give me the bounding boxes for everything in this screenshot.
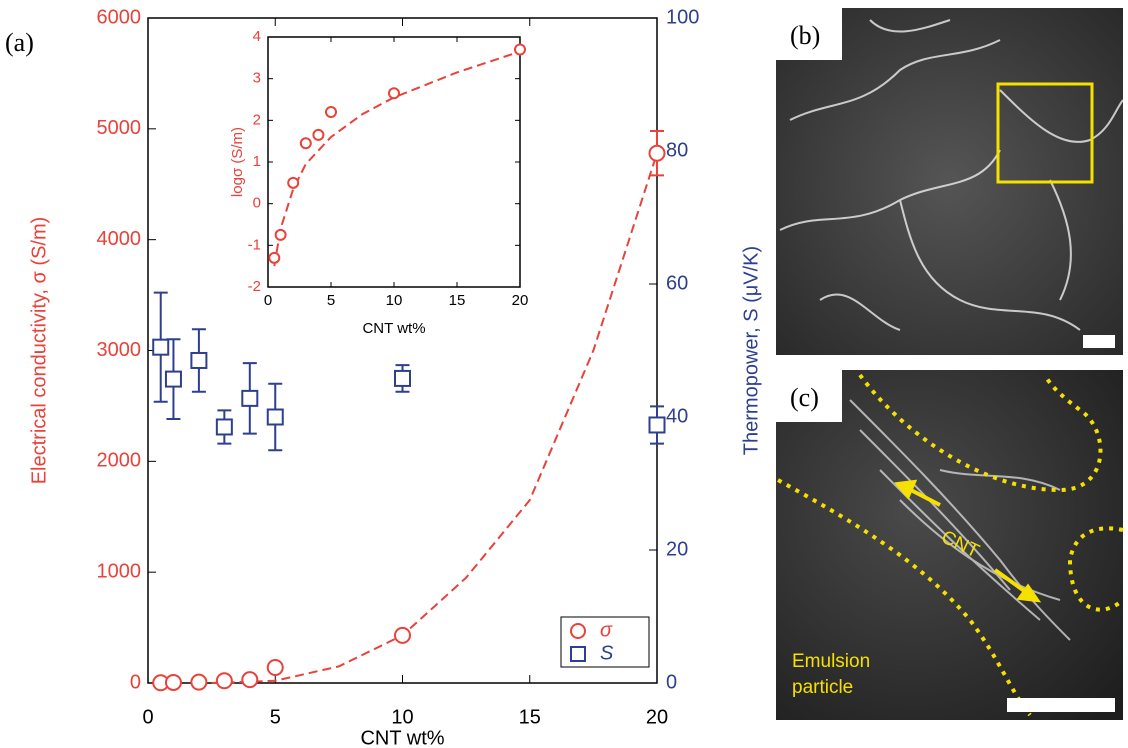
marker — [266, 658, 284, 676]
y2-tick-label: 40 — [666, 405, 688, 427]
x-tick-label: 5 — [327, 292, 335, 309]
x-tick-label: 0 — [264, 292, 272, 309]
plot-frame — [267, 36, 521, 288]
marker — [266, 408, 284, 426]
panel-label: (b) — [790, 21, 820, 50]
x-tick-label: 10 — [386, 292, 403, 309]
marker — [394, 369, 411, 387]
y-tick-label: 0 — [130, 671, 141, 693]
marker — [190, 673, 208, 691]
marker — [190, 351, 208, 369]
legend-label: σ — [600, 619, 613, 641]
marker — [325, 106, 337, 118]
y-tick-label: 4000 — [97, 228, 142, 250]
marker — [215, 672, 233, 690]
y2-axis-label: Thermopower, S (μV/K) — [740, 246, 762, 455]
legend-marker — [570, 623, 586, 639]
fit-curve — [211, 152, 658, 684]
panel-label: (c) — [790, 383, 819, 412]
x-tick-label: 15 — [519, 706, 541, 728]
marker — [241, 671, 259, 689]
marker — [274, 228, 287, 241]
x-tick-label: 20 — [512, 292, 529, 309]
panel-label: (a) — [5, 28, 34, 57]
plot-frame — [147, 17, 658, 684]
y-tick-label: 1 — [253, 153, 261, 170]
marker — [299, 137, 312, 150]
x-tick-label: 20 — [646, 706, 668, 728]
y2-tick-label: 80 — [666, 139, 688, 161]
marker — [152, 338, 170, 356]
y-tick-label: 3000 — [97, 339, 142, 361]
y2-tick-label: 60 — [666, 272, 688, 294]
marker — [268, 251, 281, 264]
image-annotation: particle — [792, 677, 853, 698]
x-tick-label: 5 — [270, 706, 281, 728]
y-tick-label: 4 — [253, 28, 261, 45]
x-tick-label: 0 — [142, 706, 153, 728]
y-tick-label: 2 — [253, 111, 261, 128]
sem-image-b — [776, 8, 1124, 355]
fit-curve — [273, 50, 521, 267]
y-tick-label: 1000 — [97, 560, 142, 582]
marker — [388, 87, 400, 100]
y-tick-label: -1 — [248, 236, 261, 253]
marker — [287, 176, 300, 189]
marker — [164, 370, 182, 388]
y2-tick-label: 100 — [666, 6, 699, 28]
legend-label: S — [600, 642, 614, 664]
y-tick-label: 5000 — [97, 117, 142, 139]
sem-image-c — [776, 370, 1125, 720]
marker — [312, 128, 325, 141]
y2-tick-label: 20 — [666, 538, 688, 560]
image-annotation: Emulsion — [792, 651, 870, 672]
marker — [648, 416, 666, 434]
y-tick-label: 6000 — [97, 6, 142, 28]
y-tick-label: 0 — [253, 195, 261, 212]
marker — [215, 418, 233, 436]
x-axis-label: CNT wt% — [360, 727, 444, 748]
y-tick-label: 2000 — [97, 450, 142, 472]
marker — [514, 43, 526, 56]
y-tick-label: 3 — [253, 70, 261, 87]
x-tick-label: 15 — [449, 292, 466, 309]
y-axis-label: logσ (S/m) — [229, 127, 246, 197]
legend-marker — [570, 646, 586, 662]
y2-tick-label: 0 — [666, 671, 677, 693]
x-axis-label: CNT wt% — [362, 320, 425, 337]
y-axis-label: Electrical conductivity, σ (S/m) — [28, 217, 50, 485]
marker — [241, 389, 259, 407]
marker — [648, 144, 666, 162]
y-tick-label: -2 — [248, 278, 261, 295]
marker — [164, 673, 182, 691]
x-tick-label: 10 — [391, 706, 413, 728]
marker — [394, 626, 411, 644]
